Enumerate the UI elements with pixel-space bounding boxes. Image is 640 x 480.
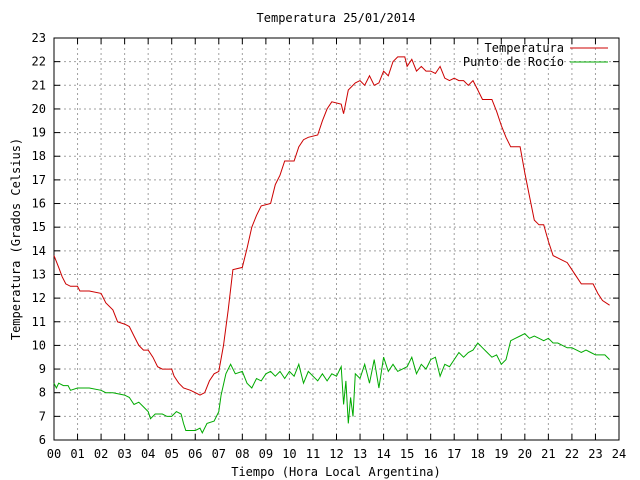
series-layer <box>53 56 610 435</box>
x-tick-label: 16 <box>423 447 437 461</box>
y-tick-label: 16 <box>32 197 46 211</box>
y-tick-label: 9 <box>39 362 46 376</box>
x-tick-label: 19 <box>494 447 508 461</box>
x-axis-label: Tiempo (Hora Local Argentina) <box>231 465 441 479</box>
y-tick-label: 15 <box>32 220 46 234</box>
x-tick-label: 09 <box>259 447 273 461</box>
x-tick-label: 17 <box>447 447 461 461</box>
x-tick-label: 01 <box>70 447 84 461</box>
y-tick-label: 23 <box>32 31 46 45</box>
y-tick-label: 20 <box>32 102 46 116</box>
y-axis-label: Temperatura (Grados Celsius) <box>9 138 23 340</box>
y-tick-label: 21 <box>32 78 46 92</box>
y-tick-label: 19 <box>32 126 46 140</box>
x-tick-label: 05 <box>164 447 178 461</box>
y-tick-label: 13 <box>32 267 46 281</box>
x-tick-label: 12 <box>329 447 343 461</box>
y-tick-label: 8 <box>39 386 46 400</box>
x-tick-label: 18 <box>471 447 485 461</box>
legend-label-punto-de-rocio: Punto de Rocío <box>463 55 564 69</box>
x-tick-label: 23 <box>588 447 602 461</box>
x-tick-label: 04 <box>141 447 155 461</box>
x-tick-label: 08 <box>235 447 249 461</box>
x-tick-label: 07 <box>212 447 226 461</box>
x-tick-label: 06 <box>188 447 202 461</box>
x-tick-label: 11 <box>306 447 320 461</box>
x-tick-label: 20 <box>518 447 532 461</box>
x-tick-labels: 00 01 02 03 04 05 06 07 08 09 10 11 12 13 14 15 16 17 18 19… <box>47 447 626 461</box>
x-tick-label: 14 <box>376 447 390 461</box>
y-tick-label: 6 <box>39 433 46 447</box>
x-tick-label: 22 <box>565 447 579 461</box>
x-tick-label: 00 <box>47 447 61 461</box>
legend: Temperatura Punto de Rocío <box>463 41 608 69</box>
y-tick-label: 18 <box>32 149 46 163</box>
x-tick-label: 13 <box>353 447 367 461</box>
y-tick-label: 17 <box>32 173 46 187</box>
y-tick-label: 12 <box>32 291 46 305</box>
x-tick-label: 24 <box>612 447 626 461</box>
x-tick-label: 03 <box>117 447 131 461</box>
y-tick-label: 22 <box>32 55 46 69</box>
y-tick-labels: 6 7 8 9 10 11 12 13 14 15 16 17 18 19 20 21 22 23 <box>32 31 46 447</box>
tick-layer <box>53 37 620 441</box>
chart-title: Temperatura 25/01/2014 <box>257 11 416 25</box>
y-tick-label: 10 <box>32 338 46 352</box>
series-line-punto-de-rocio <box>53 332 610 435</box>
x-tick-label: 10 <box>282 447 296 461</box>
x-tick-label: 02 <box>94 447 108 461</box>
x-tick-label: 15 <box>400 447 414 461</box>
y-tick-label: 7 <box>39 409 46 423</box>
y-tick-label: 11 <box>32 315 46 329</box>
y-tick-label: 14 <box>32 244 46 258</box>
series-line-temperatura <box>53 56 610 396</box>
grid-layer <box>54 38 619 440</box>
legend-label-temperatura: Temperatura <box>485 41 564 55</box>
x-tick-label: 21 <box>541 447 555 461</box>
